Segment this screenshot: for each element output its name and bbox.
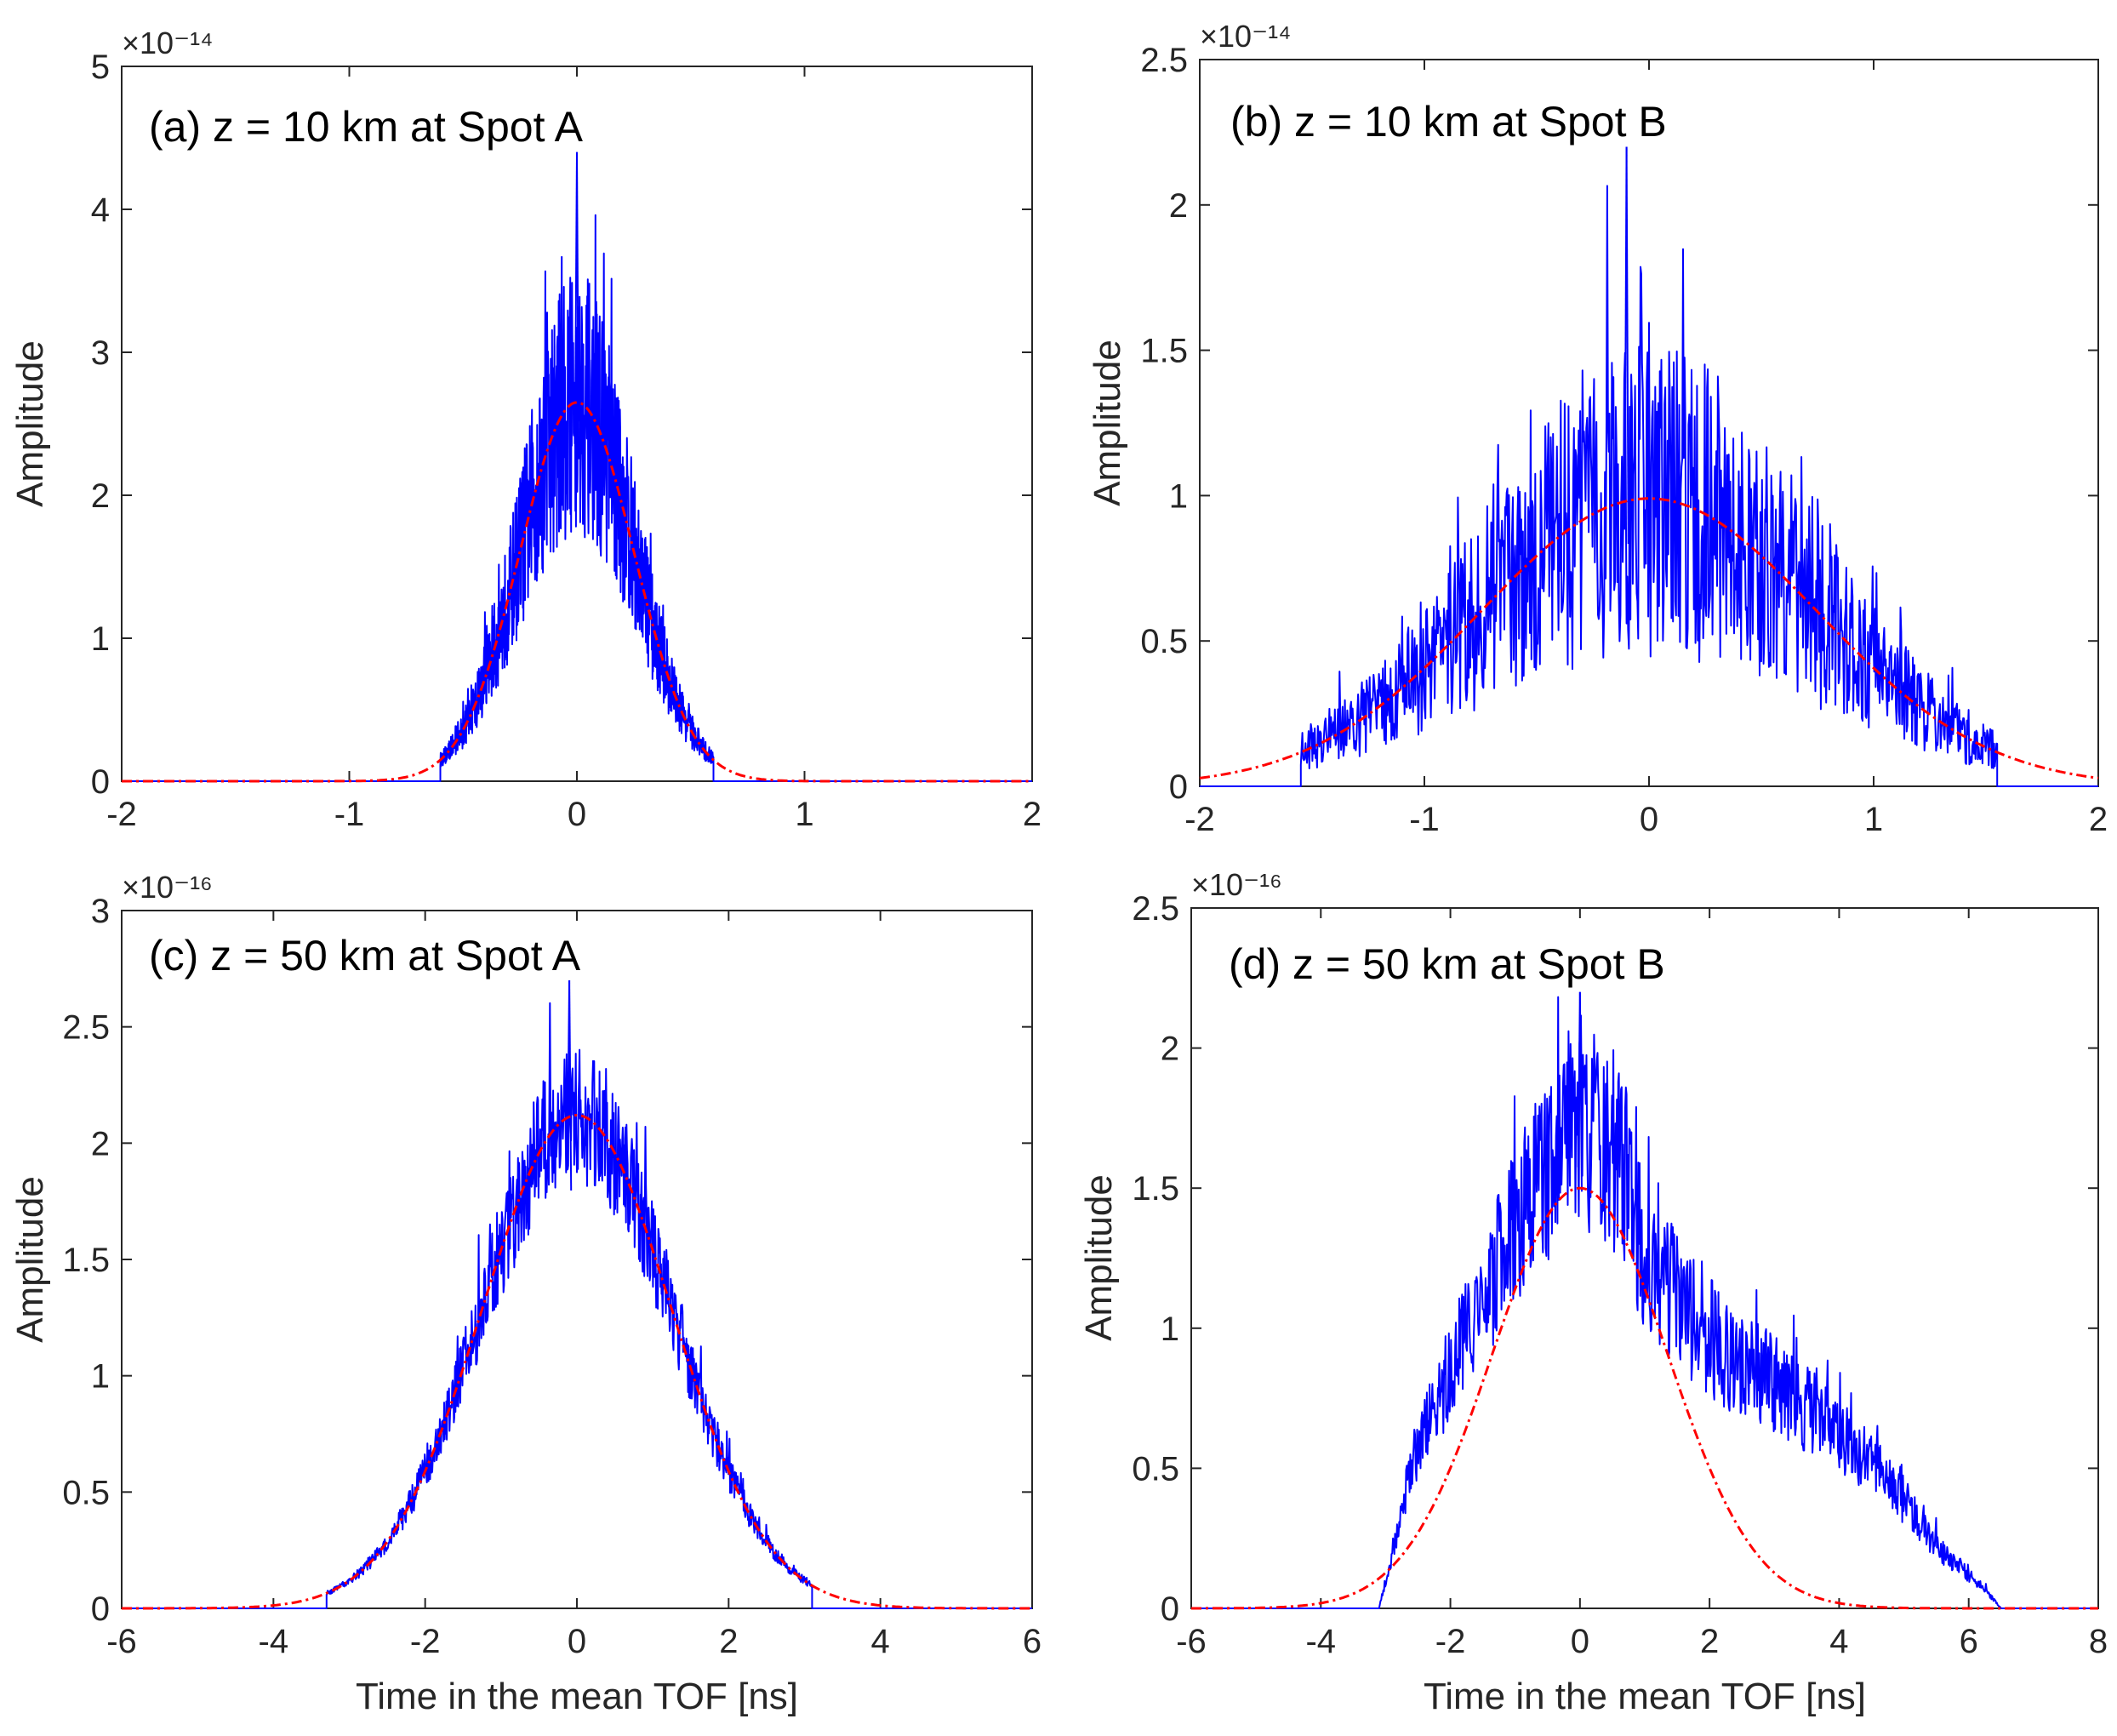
panel-d-peak-spike-return — [1578, 991, 1583, 1192]
panel-a-x-tick-label: 2 — [1023, 796, 1041, 833]
panel-a-y-tick-label: 3 — [91, 334, 110, 372]
panel-b-y-axis-label: Amplitude — [1087, 340, 1128, 506]
panel-d-x-tick-label: -4 — [1305, 1623, 1336, 1660]
panel-d-frame — [1190, 907, 2099, 1609]
panel-b-exponent-label: ×10⁻¹⁴ — [1200, 19, 1292, 54]
panel-c-peak-spike-return — [568, 979, 573, 1191]
panel-d-signal-line — [1191, 996, 2098, 1609]
panel-a-plot-area — [122, 151, 1032, 783]
panel-d-x-axis-label: Time in the mean TOF [ns] — [1424, 1676, 1866, 1717]
panel-c-ticks: -6 -4 -2 0 2 4 6 0 0.5 1 1.5 2 2.5 3 — [62, 893, 1041, 1660]
panel-a-title: (a) z = 10 km at Spot A — [149, 103, 584, 151]
panel-a-x-tick-label: -1 — [334, 796, 365, 833]
panel-b-x-tick-label: 0 — [1640, 801, 1658, 838]
panel-c: ×10⁻¹⁶ (c) z = 50 km at Spot A Amplitude… — [9, 870, 1041, 1717]
panel-b-x-tick-label: -2 — [1184, 801, 1215, 838]
panel-d-y-tick-label: 0 — [1161, 1590, 1179, 1628]
panel-d-x-tick-label: 4 — [1829, 1623, 1848, 1660]
panel-d-gaussian-fit-line — [1191, 1186, 2098, 1610]
panel-b-y-tick-label: 0.5 — [1140, 623, 1188, 660]
panel-d-y-axis-label: Amplitude — [1078, 1174, 1120, 1341]
panel-a-peak-spike-return — [576, 151, 580, 460]
panel-c-gaussian-fit-line — [122, 1113, 1032, 1610]
panel-c-title: (c) z = 50 km at Spot A — [149, 932, 581, 979]
panel-c-y-tick-label: 2 — [91, 1125, 110, 1162]
panel-d: ×10⁻¹⁶ (d) z = 50 km at Spot B Amplitude… — [1078, 867, 2108, 1717]
panel-b: ×10⁻¹⁴ (b) z = 10 km at Spot B Amplitude… — [1087, 19, 2108, 838]
panel-b-y-tick-label: 1.5 — [1140, 333, 1188, 370]
panel-a-exponent-label: ×10⁻¹⁴ — [122, 26, 214, 60]
panel-d-x-tick-label: -6 — [1176, 1623, 1207, 1660]
panel-a: ×10⁻¹⁴ (a) z = 10 km at Spot A Amplitude… — [9, 26, 1041, 833]
panel-c-x-tick-label: 4 — [871, 1623, 890, 1660]
panel-a-signal-line — [122, 214, 1032, 782]
panel-b-y-tick-label: 1 — [1169, 477, 1188, 515]
panel-c-x-axis-label: Time in the mean TOF [ns] — [356, 1676, 798, 1717]
panel-c-x-tick-label: 2 — [719, 1623, 738, 1660]
panel-d-y-tick-label: 0.5 — [1132, 1450, 1179, 1488]
panel-c-x-tick-label: 6 — [1023, 1623, 1041, 1660]
panel-d-y-tick-label: 1.5 — [1132, 1170, 1179, 1208]
panel-d-plot-area — [1191, 991, 2098, 1610]
panel-d-x-tick-label: 6 — [1960, 1623, 1978, 1660]
panel-d-title: (d) z = 50 km at Spot B — [1229, 940, 1665, 988]
panel-b-y-tick-label: 2.5 — [1140, 42, 1188, 79]
panel-c-y-tick-label: 0.5 — [62, 1474, 110, 1511]
panel-c-y-axis-label: Amplitude — [9, 1176, 51, 1343]
panel-c-y-tick-label: 3 — [91, 893, 110, 930]
panel-c-x-tick-label: 0 — [568, 1623, 586, 1660]
panel-b-signal-line — [1200, 185, 2098, 787]
panel-a-y-tick-label: 2 — [91, 477, 110, 515]
panel-c-frame — [121, 910, 1033, 1609]
panel-a-gaussian-fit-line — [122, 401, 1032, 783]
panel-d-x-tick-label: 0 — [1571, 1623, 1589, 1660]
panel-c-x-tick-label: -4 — [259, 1623, 289, 1660]
panel-b-x-tick-label: 2 — [2089, 801, 2108, 838]
panel-b-plot-area — [1199, 146, 2099, 787]
panel-a-y-tick-label: 4 — [91, 191, 110, 229]
panel-c-plot-area — [122, 979, 1032, 1610]
panel-d-y-tick-label: 2.5 — [1132, 890, 1179, 928]
panel-c-y-tick-label: 0 — [91, 1590, 110, 1628]
panel-c-y-tick-label: 1 — [91, 1358, 110, 1396]
panel-b-ticks: -2 -1 0 1 2 0 0.5 1 1.5 2 2.5 — [1140, 42, 2108, 838]
panel-b-x-tick-label: -1 — [1409, 801, 1440, 838]
panel-c-exponent-label: ×10⁻¹⁶ — [122, 870, 213, 905]
panel-b-y-tick-label: 0 — [1169, 768, 1188, 806]
panel-b-x-tick-label: 1 — [1864, 801, 1883, 838]
panel-c-x-tick-label: -2 — [410, 1623, 441, 1660]
panel-d-y-tick-label: 2 — [1161, 1031, 1179, 1068]
panel-a-x-tick-label: -2 — [106, 796, 137, 833]
panel-c-signal-line — [122, 1002, 1032, 1609]
panel-d-x-tick-label: -2 — [1435, 1623, 1466, 1660]
panel-a-y-tick-label: 5 — [91, 49, 110, 86]
panel-d-y-tick-label: 1 — [1161, 1311, 1179, 1348]
panel-c-y-tick-label: 2.5 — [62, 1009, 110, 1047]
panel-c-y-tick-label: 1.5 — [62, 1242, 110, 1279]
panel-a-x-tick-label: 1 — [795, 796, 813, 833]
panel-d-x-tick-label: 8 — [2089, 1623, 2108, 1660]
panel-c-x-tick-label: -6 — [106, 1623, 137, 1660]
panel-d-exponent-label: ×10⁻¹⁶ — [1191, 867, 1282, 902]
panel-a-y-tick-label: 1 — [91, 620, 110, 658]
panel-d-ticks: -6 -4 -2 0 2 4 6 8 0 0.5 1 1.5 2 2.5 — [1132, 890, 2108, 1660]
panel-b-peak-spike-return — [1625, 146, 1629, 545]
panel-a-y-axis-label: Amplitude — [9, 340, 51, 507]
panel-d-x-tick-label: 2 — [1700, 1623, 1719, 1660]
panel-b-title: (b) z = 10 km at Spot B — [1230, 98, 1667, 146]
panel-a-x-tick-label: 0 — [568, 796, 586, 833]
panel-a-y-tick-label: 0 — [91, 763, 110, 801]
panel-b-y-tick-label: 2 — [1169, 187, 1188, 225]
